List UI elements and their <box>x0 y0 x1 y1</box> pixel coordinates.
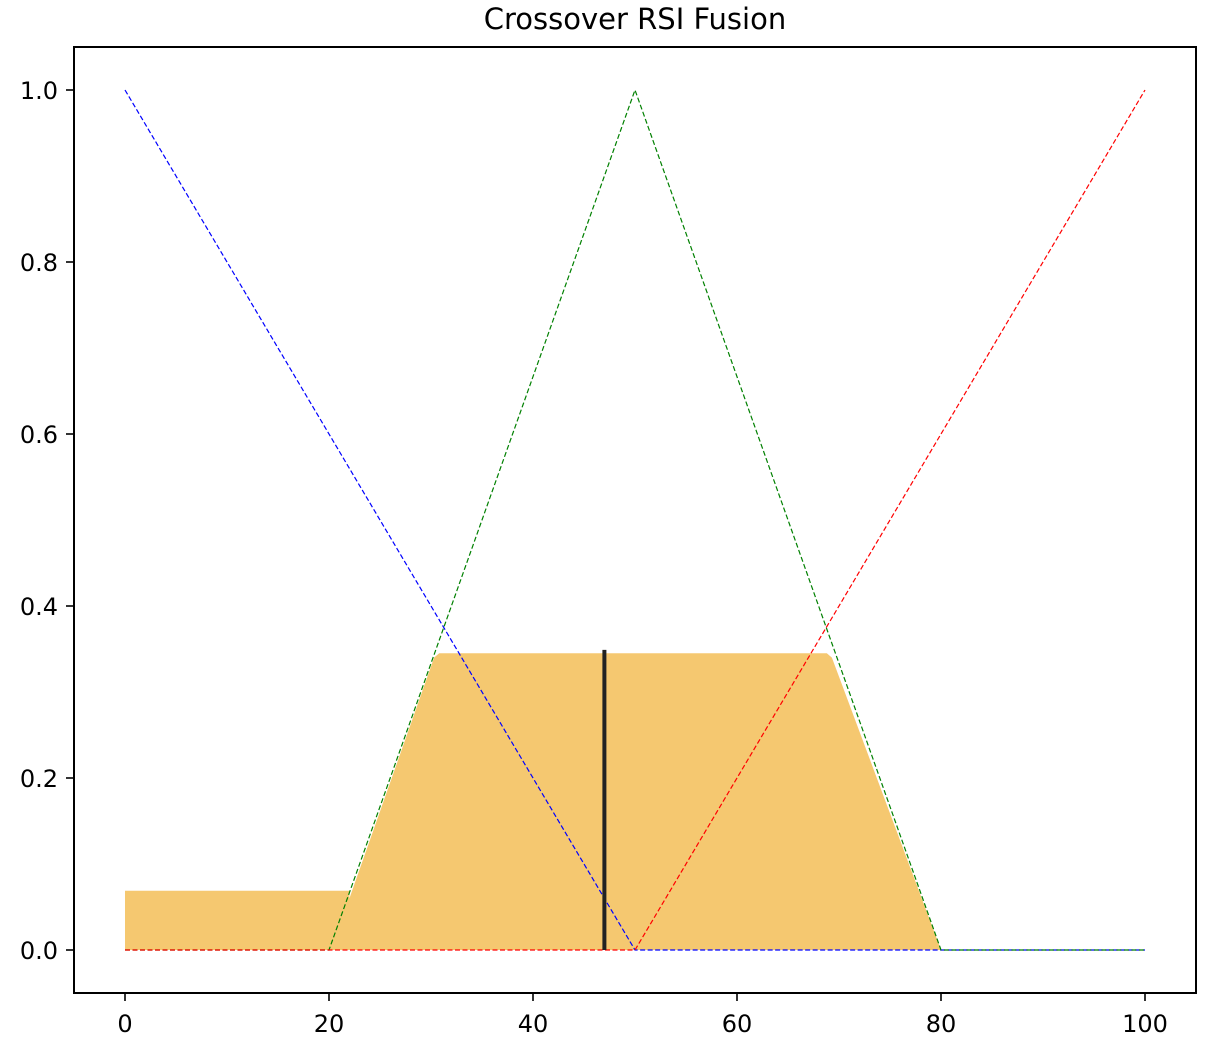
x-tick-label: 20 <box>314 1010 345 1038</box>
aggregated-area <box>125 653 1145 950</box>
y-tick-label: 0.2 <box>20 765 58 793</box>
x-tick-label: 100 <box>1122 1010 1168 1038</box>
plot-area <box>124 88 1146 951</box>
membership-line-2 <box>125 89 1146 951</box>
y-axis: 0.0 0.2 0.4 0.6 0.8 1.0 <box>20 77 74 965</box>
x-tick-label: 40 <box>518 1010 549 1038</box>
y-tick-label: 1.0 <box>20 77 58 105</box>
y-tick-label: 0.4 <box>20 593 58 621</box>
x-axis: 0 20 40 60 80 100 <box>117 993 1168 1038</box>
y-tick-label: 0.8 <box>20 249 58 277</box>
plot-frame <box>73 46 1197 994</box>
chart-title: Crossover RSI Fusion <box>484 2 786 36</box>
x-tick-label: 80 <box>926 1010 957 1038</box>
x-tick-label: 60 <box>722 1010 753 1038</box>
x-tick-label: 0 <box>117 1010 132 1038</box>
y-tick-label: 0.0 <box>20 937 58 965</box>
y-tick-label: 0.6 <box>20 421 58 449</box>
